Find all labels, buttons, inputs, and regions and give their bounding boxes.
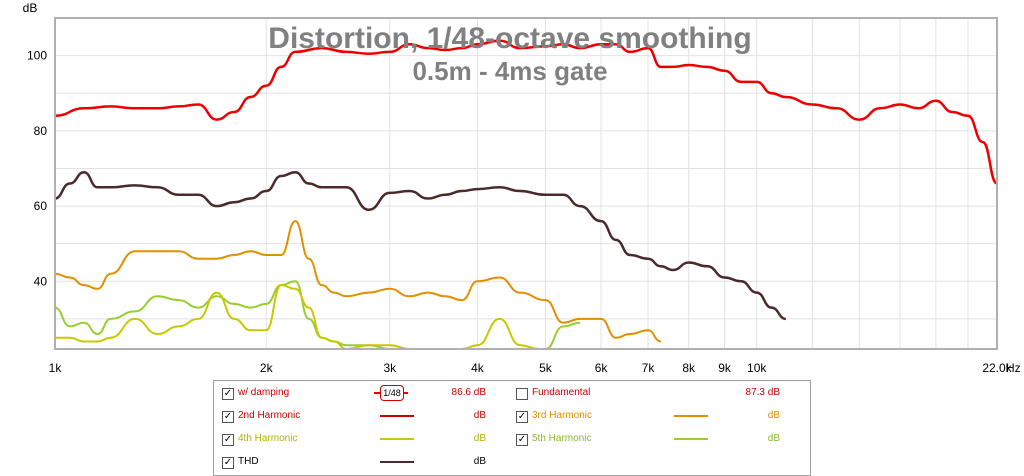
distortion-chart: dB Hz 40 60 80 100 1k 2k 3k 4k 5k 6k 7k 8k 9k 10k 22.0…	[23, 1, 1021, 375]
series-line-3rd-harmonic	[55, 220, 662, 343]
x-tick-label: 22.0k	[982, 361, 1012, 375]
thd-checkbox[interactable]: ✓	[222, 457, 234, 469]
legend-item-w-damping: ✓ w/ damping 1/48 86.6 dB	[222, 385, 502, 401]
w-damping-checkbox[interactable]: ✓	[222, 388, 234, 400]
5th-harmonic-label: 5th Harmonic	[532, 433, 592, 444]
x-axis-label: Hz	[1006, 361, 1021, 375]
y-tick-label: 100	[27, 49, 47, 63]
2nd-harmonic-value: dB	[473, 410, 486, 421]
series-line-5th-harmonic	[55, 280, 581, 349]
2nd-harmonic-checkbox[interactable]: ✓	[222, 411, 234, 423]
chart-subtitle: 0.5m - 4ms gate	[412, 56, 607, 86]
5th-harmonic-checkbox[interactable]: ✓	[516, 434, 528, 446]
legend-item-fundamental: Fundamental 87.3 dB	[516, 385, 796, 401]
x-tick-label: 5k	[539, 361, 553, 375]
y-tick-label: 40	[34, 274, 48, 288]
x-tick-label: 9k	[718, 361, 732, 375]
thd-label: THD	[238, 456, 259, 467]
chart-series	[55, 39, 997, 349]
thd-value: dB	[473, 456, 486, 467]
y-axis-label: dB	[23, 1, 38, 15]
fundamental-value: 87.3 dB	[745, 387, 780, 398]
5th-harmonic-swatch	[674, 438, 708, 440]
2nd-harmonic-label: 2nd Harmonic	[238, 410, 301, 421]
y-tick-label: 60	[34, 199, 48, 213]
x-tick-label: 7k	[642, 361, 656, 375]
plot-frame	[54, 17, 998, 350]
3rd-harmonic-checkbox[interactable]: ✓	[516, 411, 528, 423]
3rd-harmonic-label: 3rd Harmonic	[532, 410, 593, 421]
legend-item-4th-harmonic: ✓ 4th Harmonic dB	[222, 431, 502, 447]
legend-item-3rd-harmonic: ✓ 3rd Harmonic dB	[516, 408, 796, 424]
3rd-harmonic-value: dB	[767, 410, 780, 421]
4th-harmonic-value: dB	[473, 433, 486, 444]
legend-panel: ✓ w/ damping 1/48 86.6 dB Fundamental 87…	[213, 380, 811, 476]
axis-ticks: 40 60 80 100 1k 2k 3k 4k 5k 6k 7k 8k 9k 10k 22.0k	[27, 49, 1013, 375]
x-tick-label: 4k	[471, 361, 485, 375]
x-tick-label: 2k	[260, 361, 274, 375]
2nd-harmonic-swatch	[380, 415, 414, 417]
w-damping-value: 86.6 dB	[451, 387, 486, 398]
fundamental-checkbox[interactable]	[516, 388, 528, 400]
y-tick-label: 80	[34, 124, 48, 138]
x-tick-label: 10k	[747, 361, 767, 375]
4th-harmonic-label: 4th Harmonic	[238, 433, 298, 444]
chart-title: Distortion, 1/48-octave smoothing	[268, 22, 751, 55]
legend-item-5th-harmonic: ✓ 5th Harmonic dB	[516, 431, 796, 447]
3rd-harmonic-swatch	[674, 415, 708, 417]
x-tick-label: 8k	[682, 361, 696, 375]
5th-harmonic-value: dB	[767, 433, 780, 444]
thd-swatch	[380, 461, 414, 463]
w-damping-label: w/ damping	[238, 387, 290, 398]
series-line-w-damping	[55, 39, 997, 185]
smoothing-badge[interactable]: 1/48	[380, 385, 404, 401]
x-tick-label: 1k	[49, 361, 63, 375]
series-line-2nd-harmonic	[55, 170, 787, 321]
series-line-4th-harmonic	[55, 284, 540, 349]
fundamental-label: Fundamental	[532, 387, 591, 398]
x-tick-label: 3k	[383, 361, 397, 375]
legend-item-2nd-harmonic: ✓ 2nd Harmonic dB	[222, 408, 502, 424]
4th-harmonic-swatch	[380, 438, 414, 440]
4th-harmonic-checkbox[interactable]: ✓	[222, 434, 234, 446]
legend-item-thd: ✓ THD dB	[222, 454, 502, 470]
x-tick-label: 6k	[595, 361, 609, 375]
